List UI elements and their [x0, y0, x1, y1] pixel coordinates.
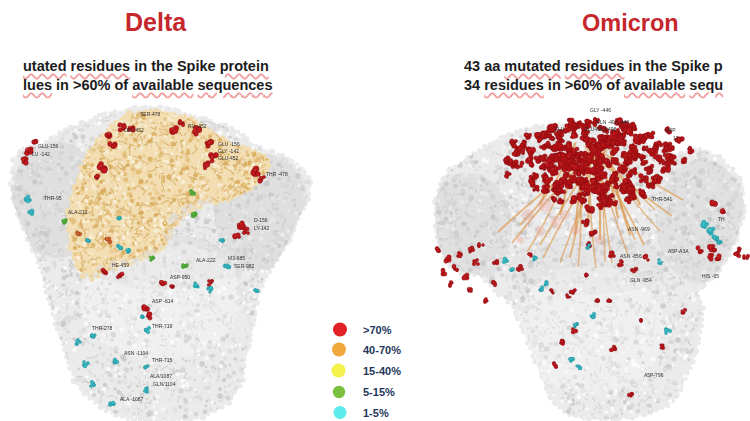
svg-text:17: 17	[673, 135, 679, 141]
svg-text:-06P.: -06P.	[665, 127, 676, 133]
svg-text:TH: TH	[718, 216, 725, 222]
svg-text:THR-278: THR-278	[92, 325, 113, 331]
svg-text:LEU-452: LEU-452	[124, 127, 144, 133]
svg-text:HIS -65: HIS -65	[702, 273, 719, 279]
svg-text:ALA-222: ALA-222	[196, 257, 216, 263]
svg-text:GLU-452: GLU-452	[218, 155, 239, 161]
svg-text:ALA -1087: ALA -1087	[120, 396, 144, 402]
svg-text:A5P-796: A5P-796	[644, 372, 664, 378]
svg-text:THR-541: THR-541	[652, 196, 673, 202]
svg-text:GLY -446: GLY -446	[590, 107, 611, 113]
svg-text:ASN -1104: ASN -1104	[124, 350, 148, 356]
svg-text:ASP -614: ASP -614	[152, 298, 174, 304]
svg-text:GLU -156: GLU -156	[218, 141, 240, 147]
svg-text:ASN -969: ASN -969	[628, 226, 650, 232]
svg-text:GLN/1104: GLN/1104	[153, 381, 176, 387]
svg-text:THR-95: THR-95	[44, 195, 62, 201]
svg-text:GLU496/G498: GLU496/G498	[584, 126, 616, 132]
svg-text:A5P-A3A: A5P-A3A	[668, 248, 689, 254]
svg-text:THR -478: THR -478	[266, 171, 288, 177]
svg-text:GLN -954: GLN -954	[630, 277, 652, 283]
svg-text:GLY -142: GLY -142	[218, 148, 239, 154]
svg-text:GLN -493 -440: GLN -493 -440	[596, 119, 629, 125]
svg-text:SER-982: SER-982	[234, 263, 255, 269]
svg-text:THR-719: THR-719	[152, 323, 173, 329]
svg-text:ASN -856: ASN -856	[620, 253, 642, 259]
svg-text:ALA/1087: ALA/1087	[150, 373, 172, 379]
svg-text:SER-478: SER-478	[140, 111, 161, 117]
svg-text:HE-459: HE-459	[112, 262, 129, 268]
svg-text:ALA-212: ALA-212	[68, 209, 88, 215]
svg-text:M3-985: M3-985	[228, 255, 245, 261]
svg-text:THR-715: THR-715	[152, 357, 173, 363]
svg-text:LY-142: LY-142	[254, 225, 270, 231]
svg-text:GLU: GLU	[554, 126, 565, 132]
svg-text:ASP-950: ASP-950	[170, 274, 190, 280]
svg-text:GLU-156: GLU-156	[38, 143, 59, 149]
svg-text:LU -142: LU -142	[32, 151, 50, 157]
svg-text:D-156: D-156	[254, 217, 268, 223]
svg-text:RU -452: RU -452	[188, 123, 207, 129]
